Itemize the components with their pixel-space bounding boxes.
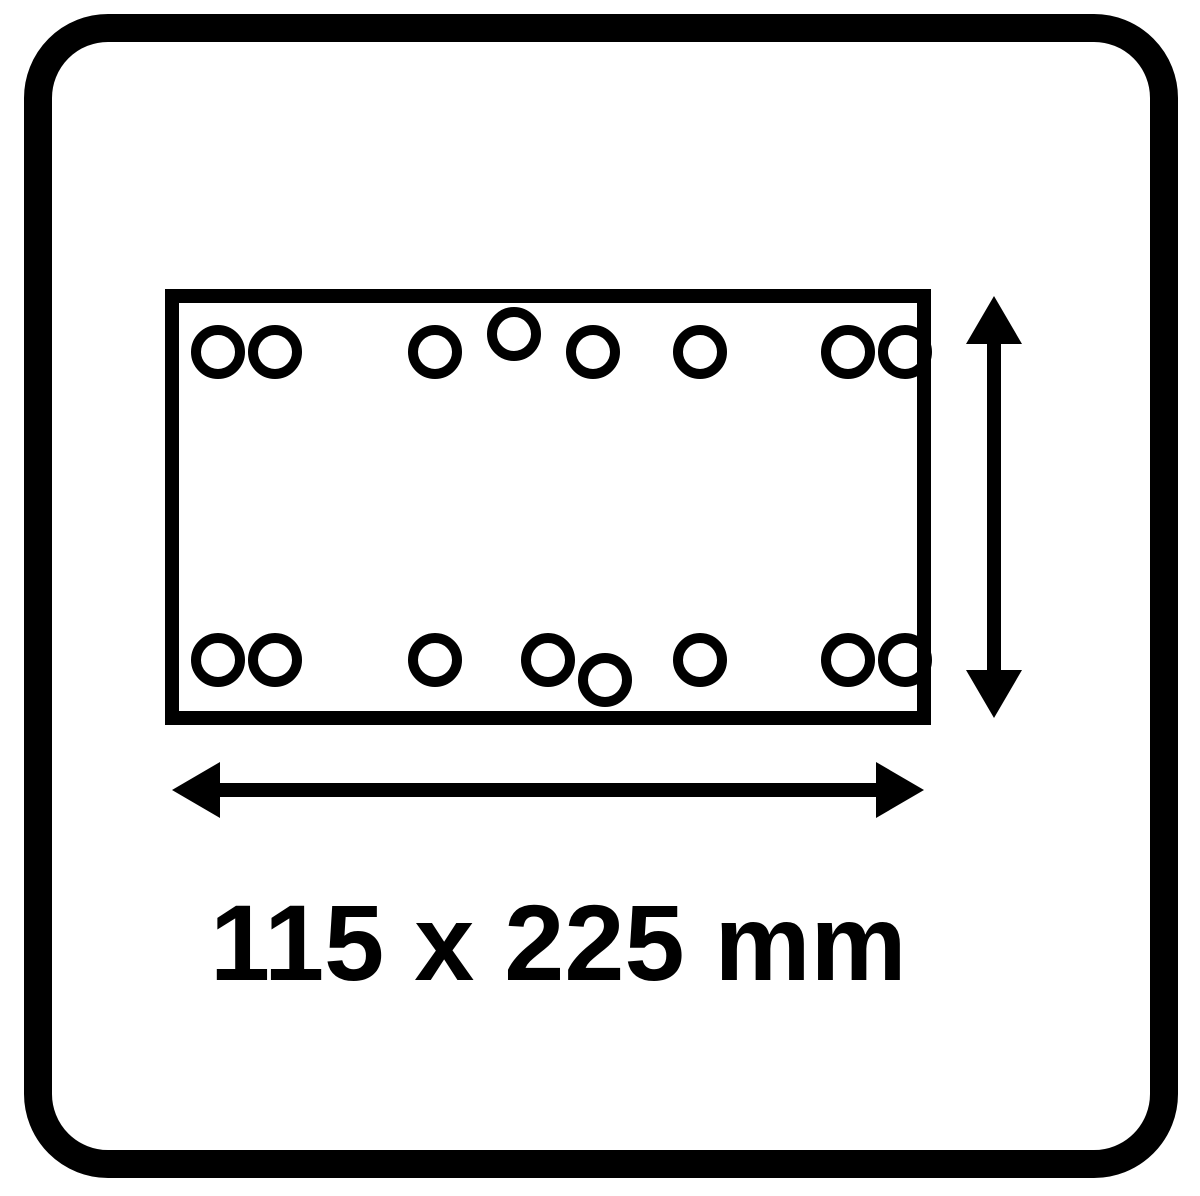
diagram-svg (0, 0, 1200, 1196)
diagram-stage: 115 x 225 mm (0, 0, 1200, 1196)
sanding-sheet (172, 296, 924, 718)
dimension-label: 115 x 225 mm (210, 880, 907, 1005)
